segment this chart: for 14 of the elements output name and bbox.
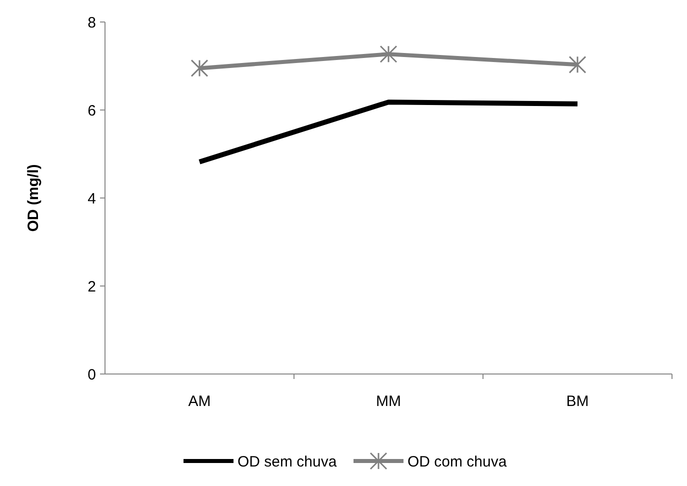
point xyxy=(380,45,398,63)
y-tick-label: 4 xyxy=(88,190,96,208)
y-tick-label: 6 xyxy=(88,102,96,120)
legend-label: OD sem chuva xyxy=(238,453,338,470)
x-tick-label: MM xyxy=(376,393,401,410)
point xyxy=(190,59,208,77)
legend-label: OD com chuva xyxy=(408,453,508,470)
y-axis-title: OD (mg/l) xyxy=(25,164,42,232)
y-tick-label: 2 xyxy=(88,278,96,296)
y-tick-label: 8 xyxy=(88,14,96,32)
point xyxy=(568,56,586,74)
x-tick-label: BM xyxy=(566,393,589,410)
y-tick-label: 0 xyxy=(88,366,96,384)
x-tick-label: AM xyxy=(188,393,211,410)
